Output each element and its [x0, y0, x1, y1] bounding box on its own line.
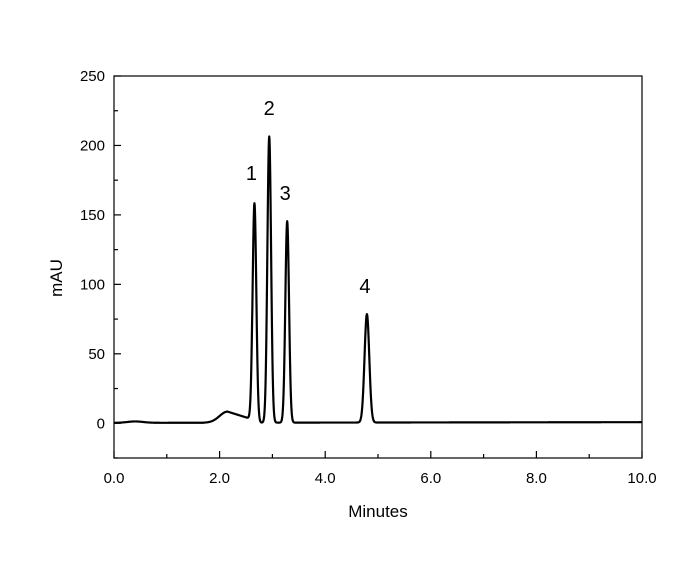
peak-labels: 1 2 3 4 [246, 98, 371, 298]
x-tick-label: 2.0 [209, 470, 230, 487]
peak-label-3: 3 [280, 183, 291, 205]
peak-label-1: 1 [246, 163, 257, 185]
y-tick-label: 50 [88, 346, 105, 363]
x-tick-label: 0.0 [104, 470, 125, 487]
axis-ticks [113, 75, 643, 459]
x-tick-label: 10.0 [627, 470, 656, 487]
y-axis-label: mAU [47, 259, 66, 297]
y-tick-label: 150 [80, 207, 105, 224]
x-axis-label: Minutes [348, 502, 408, 521]
chromatogram-trace [113, 135, 643, 424]
x-tick-label: 8.0 [526, 470, 547, 487]
plot-frame [113, 75, 643, 459]
y-tick-label: 200 [80, 137, 105, 154]
y-tick-labels: 0 50 100 150 200 250 [80, 68, 105, 432]
y-tick-label: 100 [80, 276, 105, 293]
y-tick-label: 0 [97, 415, 105, 432]
x-tick-labels: 0.0 2.0 4.0 6.0 8.0 10.0 [104, 470, 657, 487]
x-tick-label: 4.0 [315, 470, 336, 487]
y-tick-label: 250 [80, 68, 105, 85]
x-tick-label: 6.0 [420, 470, 441, 487]
peak-label-4: 4 [359, 276, 370, 298]
peak-label-2: 2 [264, 98, 275, 120]
